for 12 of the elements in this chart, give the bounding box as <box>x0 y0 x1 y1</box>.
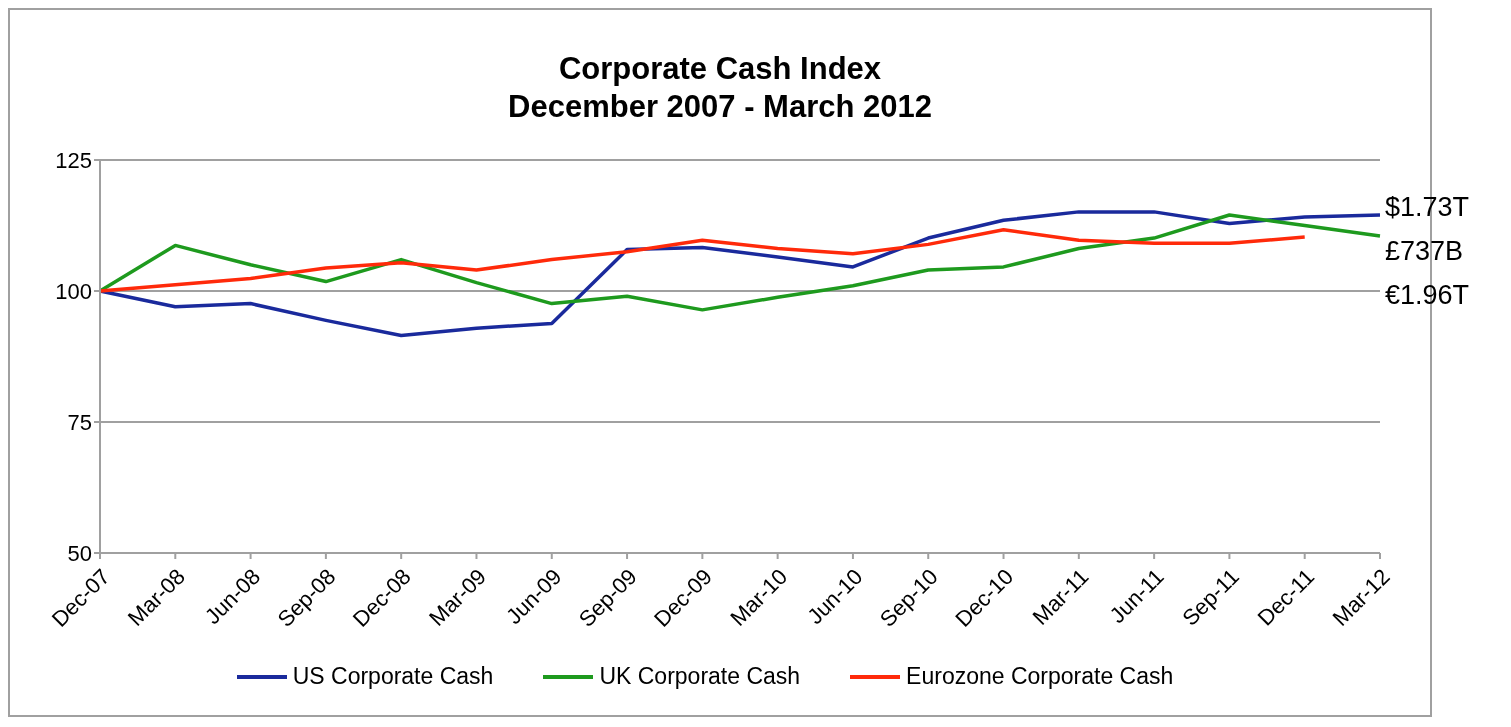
text: £737B <box>1385 236 1464 267</box>
text: €1.96T <box>1385 280 1470 311</box>
legend-label: Eurozone Corporate Cash <box>906 663 1174 690</box>
y-tick-label: 125 <box>55 147 92 173</box>
y-tick-label: 50 <box>67 540 92 566</box>
y-tick-label: 100 <box>55 278 92 304</box>
line-series <box>98 227 1307 293</box>
y-tick-label: 75 <box>67 409 92 435</box>
text: $1.73T <box>1385 192 1470 223</box>
chart-title: Corporate Cash Index December 2007 - March 2012 <box>507 50 933 126</box>
legend-label: US Corporate Cash <box>292 663 494 690</box>
legend-label: UK Corporate Cash <box>599 663 801 690</box>
